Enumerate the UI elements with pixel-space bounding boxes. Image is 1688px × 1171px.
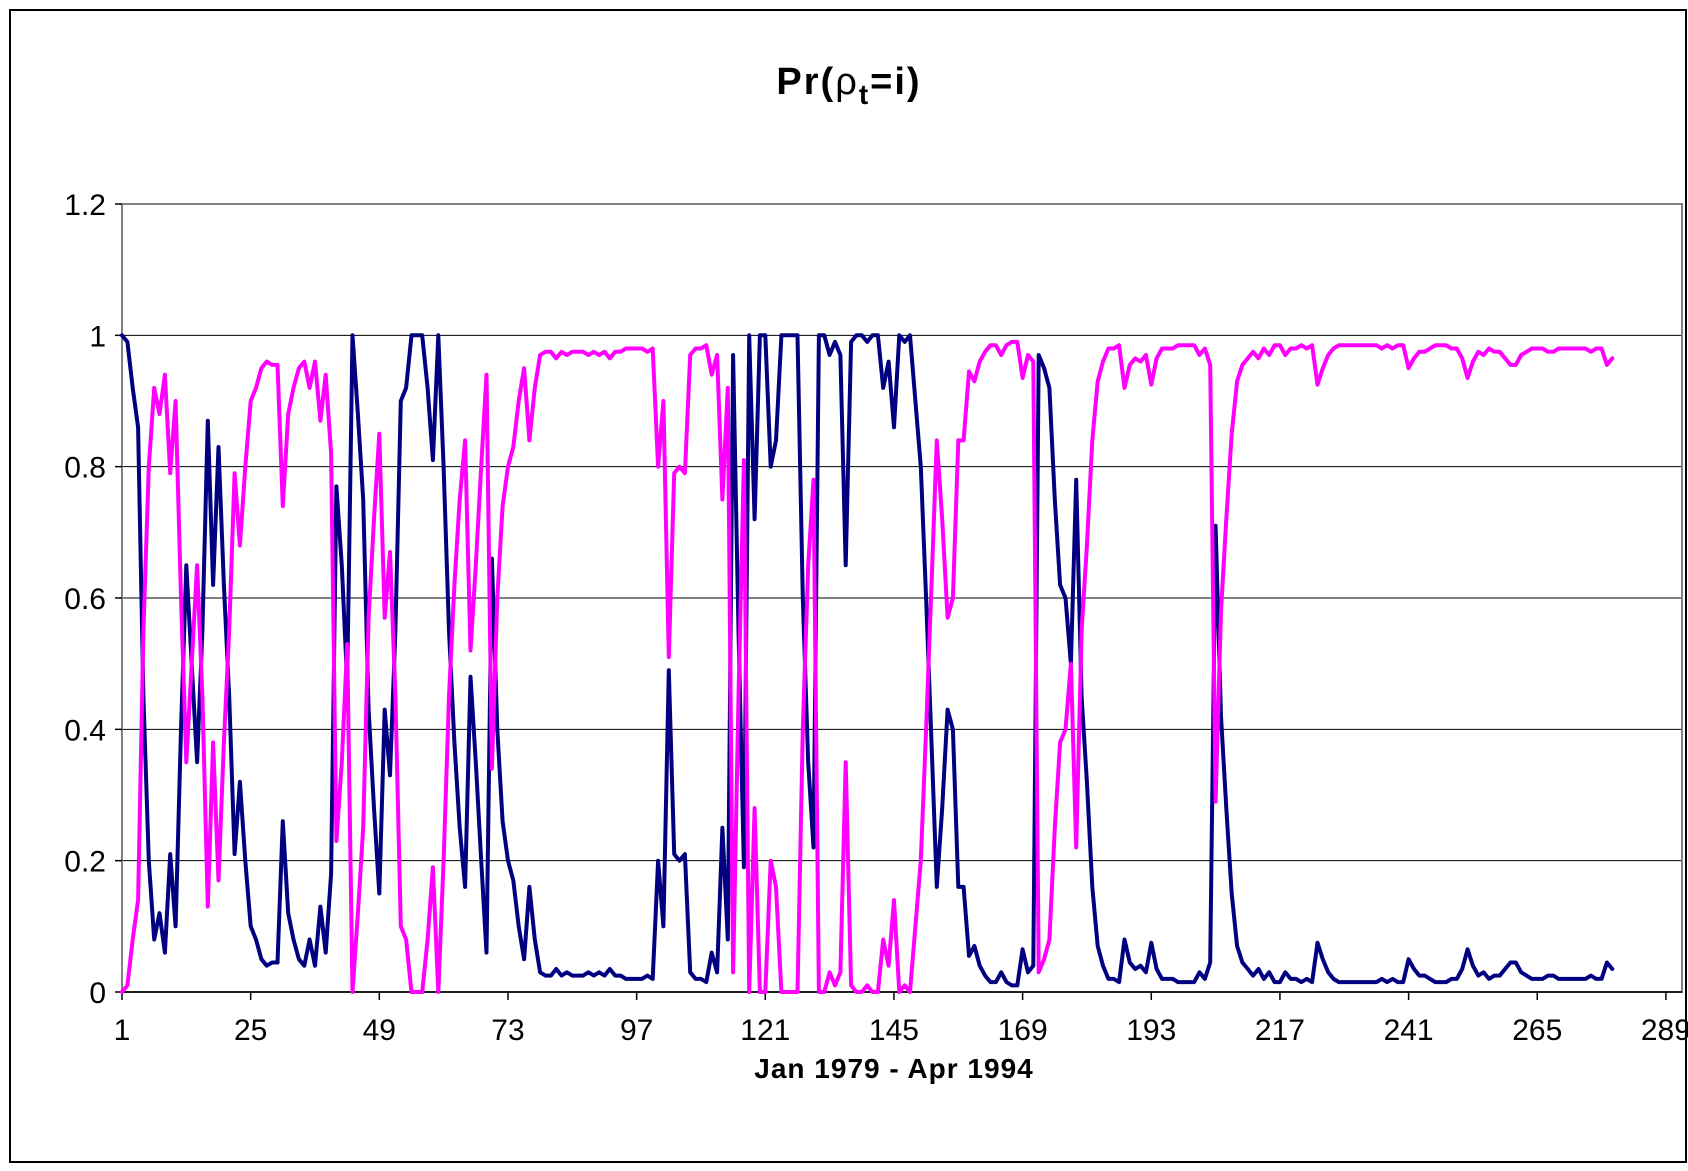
x-tick-label: 265	[1512, 1014, 1562, 1047]
y-tick-label: 0.6	[64, 583, 106, 616]
x-tick-label: 1	[114, 1014, 131, 1047]
y-tick-label: 0	[89, 977, 106, 1010]
y-tick-label: 0.2	[64, 846, 106, 879]
chart-title-greek: ρ	[835, 61, 859, 103]
series-2-line	[120, 339, 1615, 994]
y-axis: 0 0.2 0.4 0.6 0.8 1 1.2	[64, 189, 122, 1010]
x-tick-label: 145	[869, 1014, 919, 1047]
chart-title-subscript: t	[859, 79, 870, 110]
x-tick-label: 289	[1641, 1014, 1688, 1047]
chart-title: Pr(ρt=i)	[776, 61, 921, 110]
y-tick-label: 1	[89, 320, 106, 353]
x-tick-label: 97	[620, 1014, 653, 1047]
chart-title-rest: =i)	[870, 61, 921, 103]
x-tick-label: 217	[1255, 1014, 1305, 1047]
x-tick-label: 121	[740, 1014, 790, 1047]
x-tick-label: 193	[1126, 1014, 1176, 1047]
x-tick-label: 73	[491, 1014, 524, 1047]
x-tick-label: 169	[998, 1014, 1048, 1047]
y-tick-label: 0.4	[64, 714, 106, 747]
x-axis-label: Jan 1979 - Apr 1994	[754, 1053, 1033, 1084]
x-tick-label: 241	[1384, 1014, 1434, 1047]
y-tick-label: 1.2	[64, 189, 106, 222]
x-tick-label: 49	[363, 1014, 396, 1047]
chart-title-main: Pr(	[776, 61, 835, 103]
x-axis: 1 25 49 73 97 121 145 169 193 217 241 265 289	[114, 991, 1688, 1047]
series-lines	[120, 333, 1615, 994]
series-1-line	[120, 333, 1615, 988]
x-tick-label: 25	[234, 1014, 267, 1047]
y-tick-label: 0.8	[64, 452, 106, 485]
chart-area-border	[9, 9, 1687, 1163]
